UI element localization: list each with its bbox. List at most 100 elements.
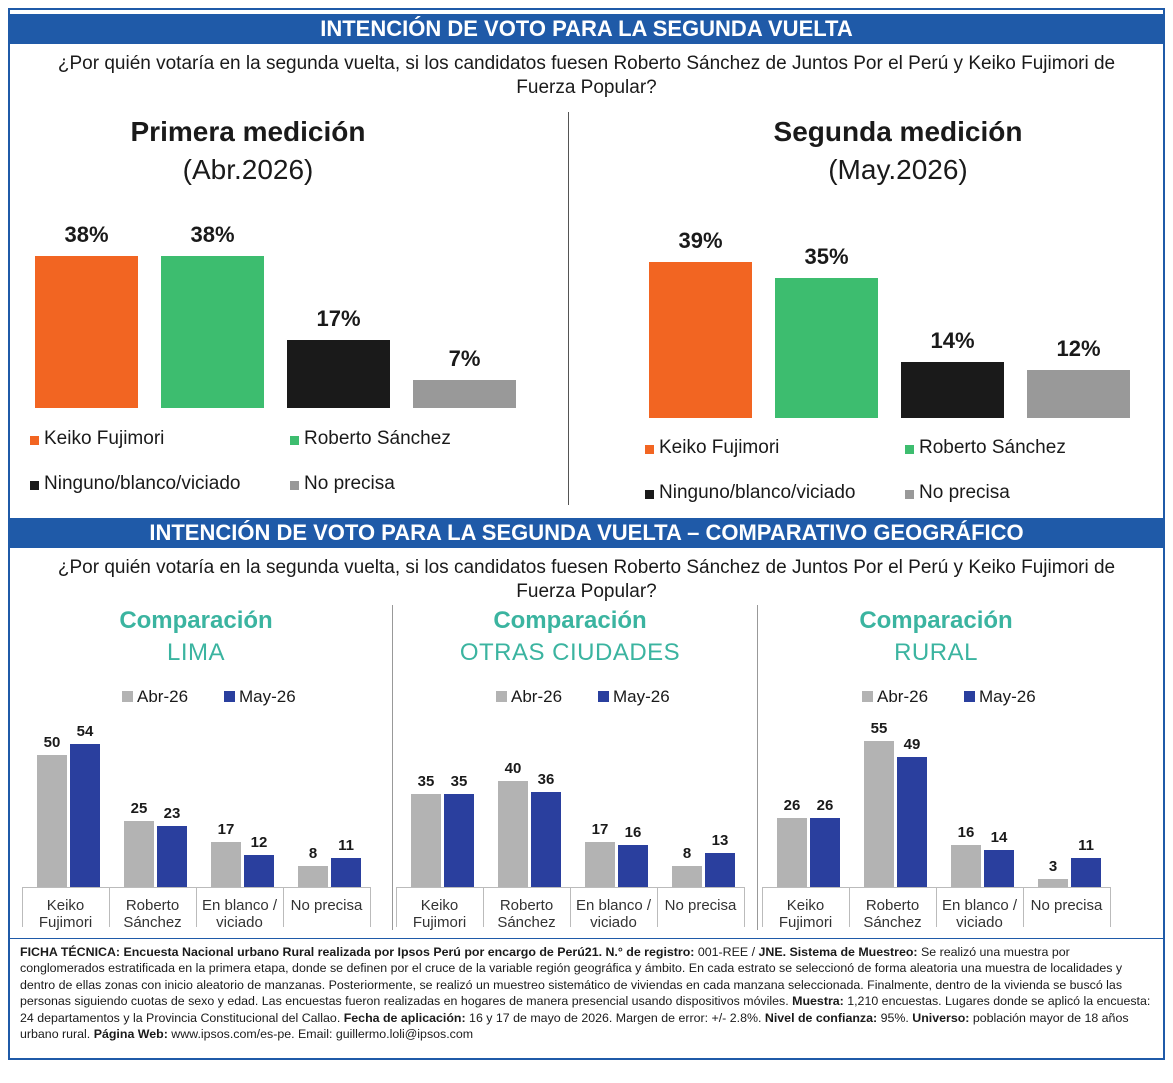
legend-swatch	[598, 691, 609, 702]
bar	[672, 865, 702, 887]
legend-swatch	[905, 490, 914, 499]
legend-swatch	[862, 691, 873, 702]
bar	[411, 794, 441, 887]
x-tick-label: Roberto Sánchez	[123, 897, 182, 931]
axis-separator	[1023, 887, 1024, 927]
bar	[161, 256, 264, 408]
x-tick-label: Roberto Sánchez	[497, 897, 556, 931]
bar	[35, 256, 138, 408]
question: ¿Por quién votaría en la segunda vuelta,…	[57, 557, 1116, 602]
footnote-rule	[10, 938, 1163, 939]
footnote-segment: Página Web:	[93, 1027, 168, 1042]
legend-swatch	[905, 445, 914, 454]
legend-label: Abr-26	[511, 687, 563, 706]
legend-label: May-26	[979, 687, 1036, 706]
data-label: 7%	[448, 346, 481, 371]
data-label: 17%	[316, 306, 361, 331]
data-label: 23	[163, 805, 181, 823]
legend-label: Keiko Fujimori	[659, 437, 780, 458]
legend-label: Keiko Fujimori	[44, 428, 165, 449]
bar	[37, 754, 67, 887]
data-label: 13	[711, 831, 729, 849]
axis-separator	[1110, 887, 1111, 927]
legend-swatch	[290, 481, 299, 490]
chart-title: Comparación	[859, 607, 1013, 634]
footnote-segment: Nivel de confianza:	[764, 1010, 878, 1025]
data-label: 3	[1048, 858, 1058, 876]
bar	[70, 743, 100, 887]
chart-title: Segunda medición	[773, 116, 1023, 147]
data-label: 36	[537, 770, 555, 788]
axis-separator	[657, 887, 658, 927]
data-label: 49	[903, 736, 921, 754]
bar	[498, 781, 528, 887]
axis-separator	[570, 887, 571, 927]
x-tick-label: Keiko Fujimori	[38, 897, 93, 931]
data-label: 26	[783, 797, 801, 815]
footnote-segment: 95%.	[877, 1010, 913, 1025]
data-label: 50	[43, 733, 61, 751]
bar	[1038, 879, 1068, 887]
data-label: 14	[990, 828, 1008, 846]
chart-title: Comparación	[493, 607, 647, 634]
bar	[157, 826, 187, 887]
legend-label: May-26	[613, 687, 670, 706]
data-label: 35%	[804, 244, 849, 269]
data-label: 38%	[190, 222, 235, 247]
bar	[124, 820, 154, 887]
legend-label: Roberto Sánchez	[919, 437, 1066, 458]
footnote: FICHA TÉCNICA: Encuesta Nacional urbano …	[20, 944, 1155, 1042]
data-label: 38%	[64, 222, 109, 247]
divider	[568, 112, 569, 505]
x-tick-label: No precisa	[290, 897, 363, 914]
bar	[951, 844, 981, 887]
bar	[413, 380, 516, 408]
axis-separator	[744, 887, 745, 927]
data-label: 55	[870, 720, 888, 738]
x-tick-label: Roberto Sánchez	[863, 897, 922, 931]
legend-label: Ninguno/blanco/viciado	[659, 482, 856, 503]
bar	[298, 865, 328, 887]
data-label: 14%	[930, 328, 975, 353]
x-tick-label: En blanco / viciado	[201, 897, 278, 931]
bar	[775, 278, 878, 418]
legend-swatch	[30, 481, 39, 490]
bar	[531, 791, 561, 887]
bar	[211, 841, 241, 887]
legend-swatch	[224, 691, 235, 702]
x-tick-label: Keiko Fujimori	[412, 897, 467, 931]
legend-label: No precisa	[919, 482, 1010, 503]
x-tick-label: En blanco / viciado	[575, 897, 652, 931]
axis-separator	[396, 887, 397, 927]
chart-subtitle: (Abr.2026)	[182, 154, 314, 185]
x-tick-label: No precisa	[664, 897, 737, 914]
data-label: 39%	[678, 228, 723, 253]
legend-label: Ninguno/blanco/viciado	[44, 473, 241, 494]
footnote-segment: Se realizó una muestra por conglomerados…	[20, 945, 1123, 1009]
footnote-segment: www.ipsos.com/es-pe. Email: guillermo.lo…	[167, 1027, 474, 1042]
chart-subtitle: (May.2026)	[828, 154, 968, 185]
axis-separator	[283, 887, 284, 927]
data-label: 17	[217, 820, 235, 838]
divider	[392, 605, 393, 930]
legend-swatch	[30, 436, 39, 445]
bar	[984, 849, 1014, 887]
legend-swatch	[645, 445, 654, 454]
bar	[1071, 857, 1101, 887]
axis-separator	[22, 887, 23, 927]
data-label: 12%	[1056, 336, 1101, 361]
data-label: 11	[1078, 836, 1094, 854]
axis-separator	[762, 887, 763, 927]
bar	[777, 818, 807, 887]
banner: INTENCIÓN DE VOTO PARA LA SEGUNDA VUELTA…	[10, 518, 1163, 548]
question: ¿Por quién votaría en la segunda vuelta,…	[57, 53, 1116, 98]
data-label: 25	[130, 799, 148, 817]
axis-separator	[936, 887, 937, 927]
footnote-segment: JNE. Sistema de Muestreo:	[758, 945, 918, 959]
legend-label: Roberto Sánchez	[304, 428, 451, 449]
banner: INTENCIÓN DE VOTO PARA LA SEGUNDA VUELTA	[10, 14, 1163, 44]
bar	[618, 844, 648, 887]
x-tick-label: No precisa	[1030, 897, 1103, 914]
chart-subtitle: OTRAS CIUDADES	[459, 639, 681, 666]
bar	[244, 855, 274, 887]
